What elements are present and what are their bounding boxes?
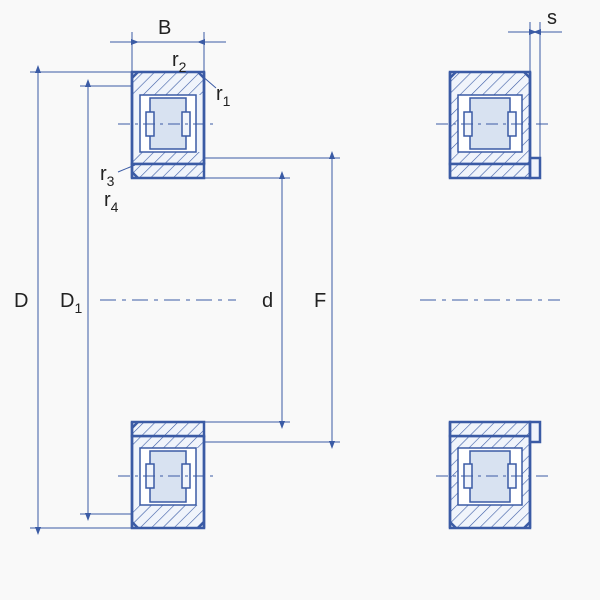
label-s: s — [547, 7, 557, 29]
label-B: B — [158, 17, 171, 39]
label-D: D — [14, 290, 28, 312]
label-d: d — [262, 290, 273, 312]
label-D1: D1 — [60, 290, 82, 316]
label-F: F — [314, 290, 326, 312]
label-r3: r3 — [100, 163, 115, 189]
left-cross-section — [100, 72, 236, 528]
bearing-diagram: D D1 d F B s r2 — [0, 0, 600, 600]
label-r1: r1 — [216, 83, 231, 109]
label-r4: r4 — [104, 189, 119, 215]
right-cross-section — [420, 72, 560, 528]
